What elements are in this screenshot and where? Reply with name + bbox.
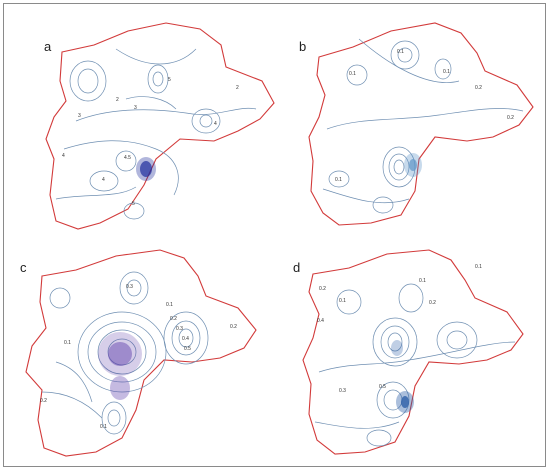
contour-label: 4 bbox=[102, 177, 105, 183]
contour-label: 0.1 bbox=[397, 49, 404, 55]
panel-label: d bbox=[293, 260, 301, 275]
contour-label: 0.1 bbox=[419, 278, 426, 284]
contour-label: 0.2 bbox=[230, 324, 237, 330]
hotspot bbox=[98, 332, 142, 400]
contour-label: 4.5 bbox=[124, 155, 131, 161]
contour-label: 0.4 bbox=[182, 336, 189, 342]
panel-label: c bbox=[20, 260, 27, 275]
panel-d: d 0.1 0.1 bbox=[279, 242, 549, 472]
contour-map: 2 2 3 3 4 4 4 5 5 4.5 bbox=[45, 22, 275, 230]
contour-label: 0.1 bbox=[335, 177, 342, 183]
contour-map: 0.1 0.2 0.3 0.4 0.5 0.1 0.2 0.3 0.1 0.2 bbox=[25, 249, 257, 457]
contour-label: 0.3 bbox=[176, 326, 183, 332]
contour-lines bbox=[314, 283, 516, 447]
panel-label: a bbox=[44, 39, 52, 54]
hotspot bbox=[404, 153, 422, 177]
contour-label: 0.1 bbox=[339, 298, 346, 304]
contour-label: 0.3 bbox=[126, 284, 133, 290]
contour-label: 0.5 bbox=[184, 346, 191, 352]
contour-label: 0.5 bbox=[379, 384, 386, 390]
contour-label: 0.2 bbox=[40, 398, 47, 404]
hotspot bbox=[391, 340, 414, 413]
contour-label: 0.2 bbox=[475, 85, 482, 91]
contour-label: 0.3 bbox=[339, 388, 346, 394]
contour-label: 0.1 bbox=[475, 264, 482, 270]
contour-map: 0.1 0.1 0.2 0.2 0.1 0.1 bbox=[308, 22, 534, 226]
contour-label: 5 bbox=[168, 77, 171, 83]
contour-lines bbox=[55, 48, 257, 220]
panel-b: b 0.1 0.1 0.2 bbox=[279, 9, 549, 239]
contour-label: 4 bbox=[62, 153, 65, 159]
contour-label: 5 bbox=[132, 201, 135, 207]
contour-label: 2 bbox=[236, 85, 239, 91]
hotspot bbox=[136, 157, 156, 181]
contour-label: 0.1 bbox=[349, 71, 356, 77]
panel-c: c bbox=[16, 242, 286, 472]
panel-label: b bbox=[299, 39, 307, 54]
figure-frame: a 2 bbox=[3, 3, 546, 467]
region-boundary bbox=[45, 22, 275, 230]
contour-label: 4 bbox=[214, 121, 217, 127]
contour-label: 0.1 bbox=[64, 340, 71, 346]
contour-label: 0.2 bbox=[429, 300, 436, 306]
contour-label: 0.1 bbox=[166, 302, 173, 308]
contour-label: 2 bbox=[116, 97, 119, 103]
contour-label: 0.4 bbox=[317, 318, 324, 324]
panel-a: a 2 bbox=[16, 9, 286, 239]
region-boundary bbox=[308, 22, 534, 226]
contour-label: 3 bbox=[134, 105, 137, 111]
contour-label: 0.2 bbox=[319, 286, 326, 292]
contour-label: 0.1 bbox=[100, 424, 107, 430]
contour-label: 3 bbox=[78, 113, 81, 119]
contour-label: 0.1 bbox=[443, 69, 450, 75]
contour-label: 0.2 bbox=[507, 115, 514, 121]
region-boundary bbox=[302, 249, 524, 455]
contour-map: 0.1 0.1 0.2 0.4 0.1 0.2 0.3 0.5 bbox=[302, 249, 524, 455]
contour-label: 0.2 bbox=[170, 316, 177, 322]
contour-lines bbox=[322, 38, 524, 214]
region-boundary bbox=[25, 249, 257, 457]
contour-lines bbox=[41, 271, 209, 435]
